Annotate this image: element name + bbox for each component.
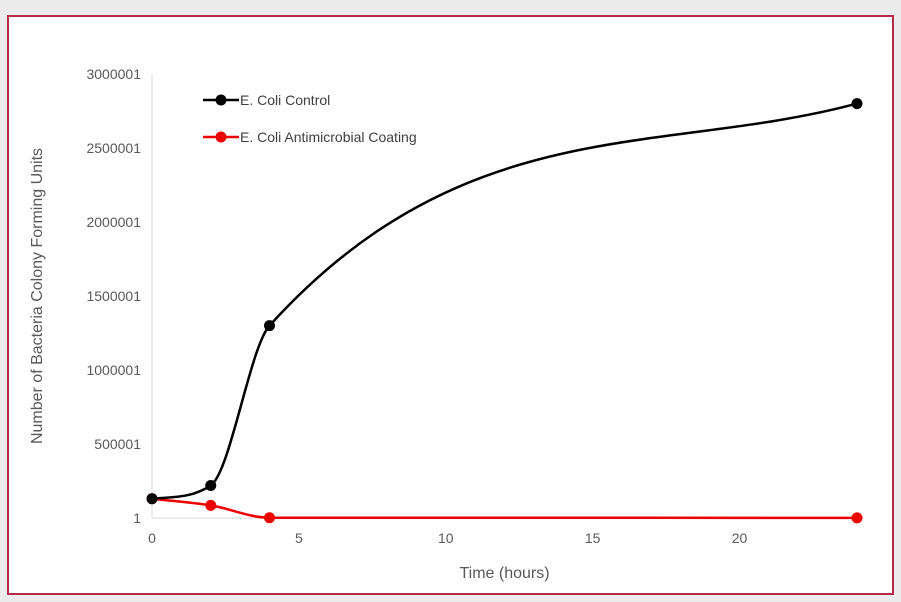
legend-item: E. Coli Antimicrobial Coating <box>203 129 417 145</box>
data-point <box>205 499 217 511</box>
y-tick-labels: 1500001100000115000012000001250000130000… <box>86 66 141 526</box>
legend-swatch-marker <box>215 94 227 106</box>
series-layer <box>146 98 863 524</box>
y-tick-label: 3000001 <box>86 66 141 82</box>
x-tick-label: 20 <box>732 530 748 546</box>
y-tick-label: 1000001 <box>86 362 141 378</box>
x-tick-label: 15 <box>585 530 601 546</box>
x-tick-labels: 0 5 10 15 20 <box>148 530 747 546</box>
x-tick-label: 10 <box>438 530 454 546</box>
series <box>146 98 863 505</box>
y-tick-label: 2500001 <box>86 140 141 156</box>
y-tick-label: 1 <box>133 510 141 526</box>
data-point <box>851 512 863 524</box>
data-point <box>851 98 863 110</box>
legend-swatch-marker <box>215 131 227 143</box>
legend-item: E. Coli Control <box>203 92 330 108</box>
line-chart: 1500001100000115000012000001250000130000… <box>29 66 863 582</box>
chart-frame: 1 500001 1000001 1500001 2000001 2500001 30000… <box>7 15 894 595</box>
legend: E. Coli Control E. Coli Antimicrobial Coa… <box>203 92 417 145</box>
data-point <box>146 493 158 505</box>
series-line <box>151 102 858 501</box>
data-point <box>205 479 217 491</box>
x-axis-title: Time (hours) <box>459 565 549 582</box>
legend-label: E. Coli Control <box>240 92 330 108</box>
y-tick-label: 2000001 <box>86 214 141 230</box>
legend-label: E. Coli Antimicrobial Coating <box>240 129 417 145</box>
x-tick-label: 5 <box>295 530 303 546</box>
y-tick-label: 1500001 <box>86 288 141 304</box>
series-line <box>151 497 858 520</box>
x-tick-label: 0 <box>148 530 156 546</box>
y-tick-label: 500001 <box>94 436 141 452</box>
data-point <box>264 320 275 332</box>
data-point <box>264 512 275 524</box>
y-axis-title: Number of Bacteria Colony Forming Units <box>29 148 46 444</box>
series <box>146 493 863 524</box>
